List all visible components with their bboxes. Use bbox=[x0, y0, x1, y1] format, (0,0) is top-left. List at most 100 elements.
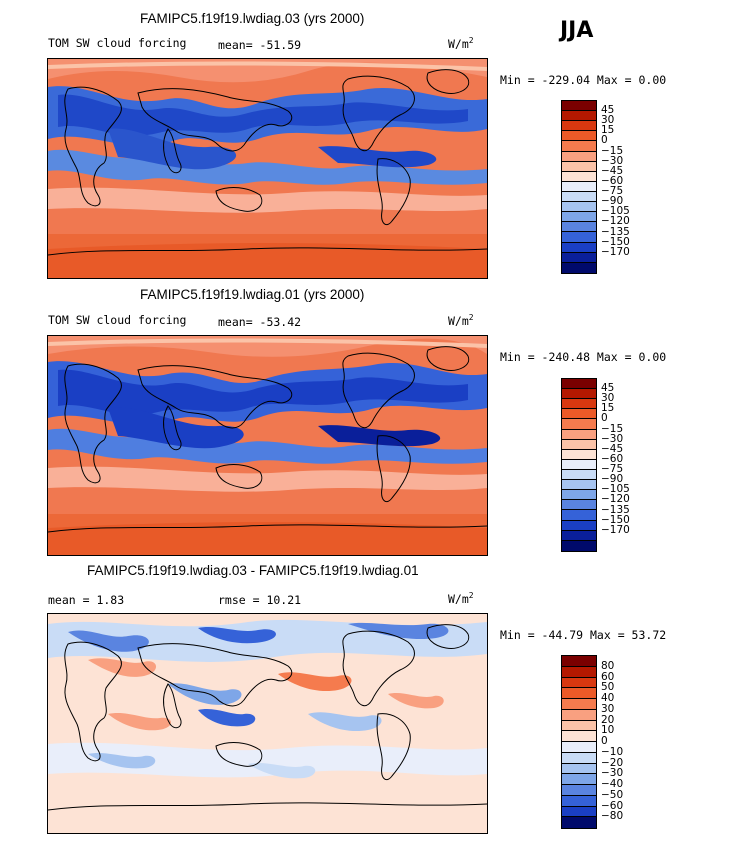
colorbar-tick-label: −60 bbox=[601, 799, 624, 812]
colorbar-cell bbox=[562, 666, 596, 678]
panel3-rmse-label: rmse = 10.21 bbox=[218, 593, 302, 607]
colorbar-cell bbox=[562, 232, 596, 243]
colorbar-tick-label: −80 bbox=[601, 810, 624, 823]
panel2-units: W/m2 bbox=[448, 313, 474, 328]
colorbar-tick-label: 60 bbox=[601, 670, 615, 683]
panel2-title: FAMIPC5.f19f19.lwdiag.01 (yrs 2000) bbox=[140, 287, 365, 302]
colorbar-tick-label: 20 bbox=[601, 713, 615, 726]
colorbar-cell bbox=[562, 141, 596, 152]
colorbar-cell bbox=[562, 212, 596, 223]
colorbar-tick-label: −90 bbox=[601, 473, 624, 486]
panel2-colorbar bbox=[561, 378, 597, 552]
colorbar-cell bbox=[562, 399, 596, 410]
panel3-map bbox=[47, 613, 488, 834]
panel1-units: W/m2 bbox=[448, 36, 474, 51]
colorbar-tick-label: −170 bbox=[601, 523, 630, 536]
panel1-title: FAMIPC5.f19f19.lwdiag.03 (yrs 2000) bbox=[140, 11, 365, 26]
colorbar-cell bbox=[562, 731, 596, 742]
colorbar-cell bbox=[562, 449, 596, 460]
colorbar-tick-label: 0 bbox=[601, 412, 608, 425]
panel3-colorbar bbox=[561, 655, 597, 829]
panel3-field bbox=[48, 614, 487, 833]
colorbar-tick-label: −170 bbox=[601, 245, 630, 258]
colorbar-tick-label: −30 bbox=[601, 154, 624, 167]
colorbar-cell bbox=[562, 171, 596, 182]
colorbar-cell bbox=[562, 540, 596, 551]
colorbar-cell bbox=[562, 111, 596, 122]
colorbar-tick-label: −40 bbox=[601, 778, 624, 790]
colorbar-tick-label: −50 bbox=[601, 788, 624, 801]
colorbar-cell bbox=[562, 480, 596, 491]
panel2-mean-label: mean= -53.42 bbox=[218, 315, 302, 329]
panel3-units: W/m2 bbox=[448, 591, 474, 606]
panel3-minmax: Min = -44.79 Max = 53.72 bbox=[500, 628, 667, 642]
colorbar-tick-label: −90 bbox=[601, 195, 624, 208]
colorbar-tick-label: −15 bbox=[601, 144, 624, 157]
colorbar-cell bbox=[562, 763, 596, 775]
colorbar-cell bbox=[562, 262, 596, 273]
panel2-field bbox=[48, 336, 487, 555]
colorbar-cell bbox=[562, 490, 596, 501]
colorbar-cell bbox=[562, 774, 596, 785]
colorbar-tick-label: −135 bbox=[601, 503, 630, 516]
panel3-mean-label: mean = 1.83 bbox=[48, 593, 125, 607]
colorbar-tick-label: −10 bbox=[601, 745, 624, 758]
colorbar-tick-label: −60 bbox=[601, 174, 624, 187]
colorbar-tick-label: 40 bbox=[601, 692, 615, 704]
colorbar-cell bbox=[562, 191, 596, 203]
colorbar-tick-label: −135 bbox=[601, 225, 630, 238]
panel1-field bbox=[48, 59, 487, 278]
colorbar-cell bbox=[562, 419, 596, 430]
colorbar-tick-label: −15 bbox=[601, 422, 624, 435]
panel1-minmax: Min = -229.04 Max = 0.00 bbox=[500, 73, 667, 87]
colorbar-cell bbox=[562, 131, 596, 142]
colorbar-cell bbox=[562, 752, 596, 764]
colorbar-cell bbox=[562, 151, 596, 162]
panel3-title: FAMIPC5.f19f19.lwdiag.03 - FAMIPC5.f19f1… bbox=[87, 563, 419, 578]
colorbar-cell bbox=[562, 222, 596, 233]
colorbar-cell bbox=[562, 500, 596, 511]
colorbar-cell bbox=[562, 817, 596, 828]
colorbar-cell bbox=[562, 161, 596, 172]
colorbar-tick-label: −150 bbox=[601, 235, 630, 248]
colorbar-tick-label: −30 bbox=[601, 432, 624, 445]
colorbar-tick-label: 80 bbox=[601, 659, 615, 672]
panel2-minmax: Min = -240.48 Max = 0.00 bbox=[500, 350, 667, 364]
colorbar-tick-label: 15 bbox=[601, 402, 615, 415]
colorbar-cell bbox=[562, 742, 596, 753]
colorbar-tick-label: −45 bbox=[601, 164, 624, 177]
colorbar-cell bbox=[562, 379, 596, 390]
colorbar-tick-label: 0 bbox=[601, 735, 608, 747]
colorbar-tick-label: −120 bbox=[601, 215, 630, 228]
panel2-variable-label: TOM SW cloud forcing bbox=[48, 313, 187, 327]
colorbar-tick-label: −105 bbox=[601, 205, 630, 218]
colorbar-tick-label: 30 bbox=[601, 702, 615, 715]
colorbar-cell bbox=[562, 806, 596, 818]
colorbar-cell bbox=[562, 520, 596, 531]
colorbar-cell bbox=[562, 389, 596, 400]
panel1-colorbar bbox=[561, 100, 597, 274]
colorbar-cell bbox=[562, 530, 596, 541]
colorbar-tick-label: −75 bbox=[601, 463, 624, 476]
panel1-variable-label: TOM SW cloud forcing bbox=[48, 36, 187, 50]
colorbar-tick-label: 30 bbox=[601, 392, 615, 405]
colorbar-cell bbox=[562, 688, 596, 699]
colorbar-cell bbox=[562, 677, 596, 689]
colorbar-cell bbox=[562, 795, 596, 807]
colorbar-cell bbox=[562, 699, 596, 710]
colorbar-cell bbox=[562, 429, 596, 440]
colorbar-tick-label: −20 bbox=[601, 756, 624, 769]
colorbar-cell bbox=[562, 409, 596, 420]
colorbar-tick-label: 30 bbox=[601, 114, 615, 127]
panel1-map bbox=[47, 58, 488, 279]
colorbar-cell bbox=[562, 459, 596, 470]
colorbar-cell bbox=[562, 720, 596, 732]
panel2-map bbox=[47, 335, 488, 556]
panel1-mean-label: mean= -51.59 bbox=[218, 38, 302, 52]
colorbar-tick-label: 45 bbox=[601, 104, 615, 117]
colorbar-cell bbox=[562, 439, 596, 450]
colorbar-tick-label: 0 bbox=[601, 134, 608, 147]
colorbar-tick-label: 15 bbox=[601, 124, 615, 137]
colorbar-tick-label: 45 bbox=[601, 382, 615, 395]
colorbar-tick-label: 10 bbox=[601, 724, 615, 737]
